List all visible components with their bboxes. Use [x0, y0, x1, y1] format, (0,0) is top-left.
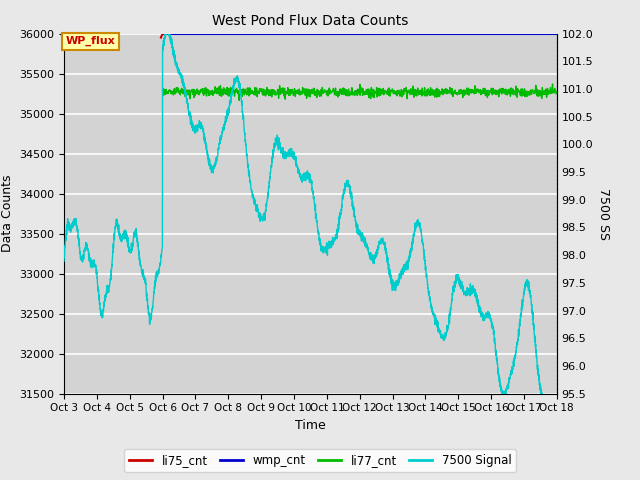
Y-axis label: 7500 SS: 7500 SS: [597, 188, 610, 240]
Text: WP_flux: WP_flux: [66, 36, 115, 46]
Legend: li75_cnt, wmp_cnt, li77_cnt, 7500 Signal: li75_cnt, wmp_cnt, li77_cnt, 7500 Signal: [124, 449, 516, 472]
Y-axis label: Data Counts: Data Counts: [1, 175, 13, 252]
X-axis label: Time: Time: [295, 419, 326, 432]
Title: West Pond Flux Data Counts: West Pond Flux Data Counts: [212, 14, 408, 28]
